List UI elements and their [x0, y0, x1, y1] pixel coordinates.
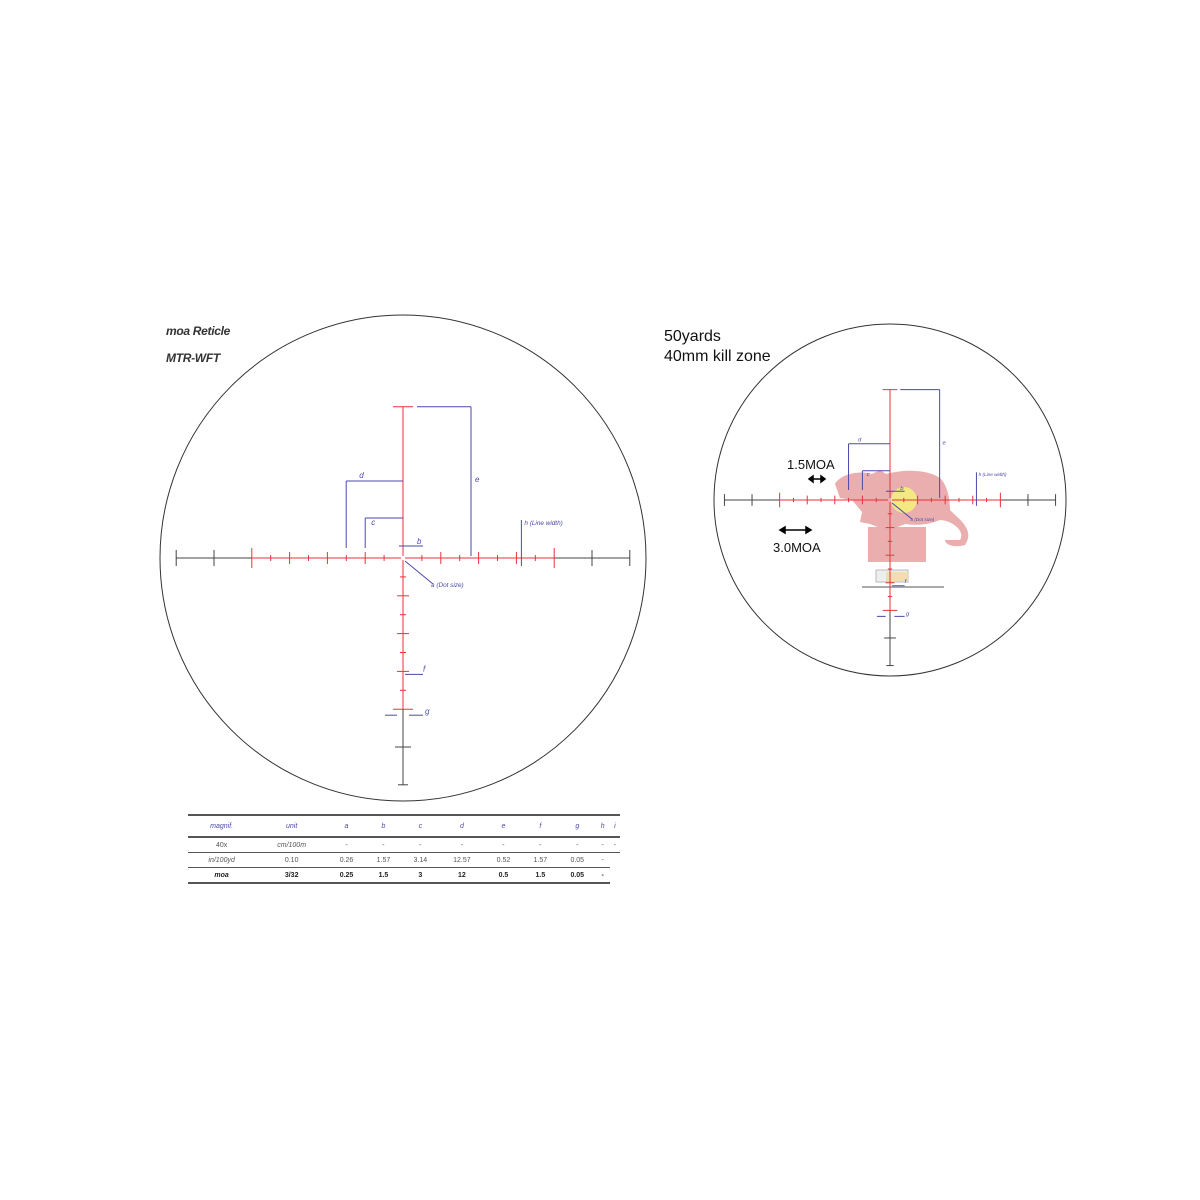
reticle-name: MTR-WFT [166, 351, 220, 365]
table-row: 40x cm/100m - - - - - - - - - [188, 837, 620, 853]
value-cell: 0.05 [558, 852, 596, 868]
target-base [862, 569, 944, 588]
value-cell: - [328, 837, 365, 853]
dim-label-h: h (Line width) [979, 472, 1007, 477]
distance-label: 50yards [664, 328, 721, 345]
dim-label-g: g [425, 707, 430, 716]
value-cell: - [558, 837, 596, 853]
table-header: i [609, 814, 620, 838]
value-cell: 0.26 [328, 852, 365, 868]
unit-cell: in/100yd [188, 852, 256, 868]
dim-label-h: h (Line width) [524, 520, 562, 527]
value-cell: 1.5 [521, 867, 559, 884]
value-cell: 12.57 [438, 852, 485, 868]
unit-cell: cm/100m [255, 837, 329, 853]
table-header: magnif. [188, 814, 256, 838]
dim-a-leader [404, 560, 434, 585]
table-header: d [438, 814, 485, 838]
dim-label-d: d [359, 471, 364, 480]
value-cell: 3/32 [255, 867, 329, 884]
moa-arrow-1-5 [807, 474, 827, 484]
dim-label-e: e [475, 475, 480, 484]
value-cell: 3.14 [401, 852, 439, 868]
unit-cell: moa [188, 867, 256, 884]
dim-label-d: d [858, 438, 862, 444]
value-cell: - [364, 837, 402, 853]
table-header: g [558, 814, 596, 838]
dim-label-c: c [867, 472, 870, 478]
dim-label-f: f [423, 664, 426, 673]
value-cell: 1.5 [364, 867, 402, 884]
value-cell: - [609, 837, 620, 853]
table-header: unit [255, 814, 329, 838]
dim-label-b: b [417, 537, 422, 546]
rat-target [835, 470, 969, 562]
value-cell: - [595, 837, 610, 853]
dim-a-leader [891, 502, 913, 520]
reticle-spec-table: magnif. unit a b c d e f g h i 40x cm/100m - - - - - - - - -… [188, 814, 620, 884]
value-cell: 0.10 [255, 852, 329, 868]
magnification-cell: 40x [188, 837, 256, 853]
dim-label-g: g [906, 611, 910, 617]
value-cell: - [401, 837, 439, 853]
moa-label-1-5: 1.5MOA [787, 457, 835, 472]
table-header: c [401, 814, 439, 838]
moa-label-3-0: 3.0MOA [773, 540, 821, 555]
table-header: e [484, 814, 522, 838]
dim-label-a: a (Dot size) [910, 517, 934, 522]
table-row: in/100yd 0.10 0.26 1.57 3.14 12.57 0.52 1.57 0.0… [188, 852, 620, 868]
value-cell: 12 [438, 867, 485, 884]
value-cell: 3 [401, 867, 439, 884]
table-header: b [364, 814, 402, 838]
table-header: h [595, 814, 610, 838]
reticle-unit-title: moa Reticle [166, 324, 231, 338]
value-cell: 0.25 [328, 867, 365, 884]
value-cell: 0.05 [558, 867, 596, 884]
value-cell: 1.57 [364, 852, 402, 868]
value-cell: - [521, 837, 559, 853]
dim-label-c: c [371, 518, 375, 527]
value-cell: 0.52 [484, 852, 522, 868]
moa-arrow-3-0 [778, 525, 813, 535]
value-cell: - [438, 837, 485, 853]
kill-zone-label: 40mm kill zone [664, 348, 771, 365]
value-cell: 1.57 [521, 852, 559, 868]
value-cell: - [595, 852, 610, 868]
right-scope-circle [713, 323, 1067, 677]
left-scope-circle [159, 314, 647, 802]
table-row: moa 3/32 0.25 1.5 3 12 0.5 1.5 0.05- [188, 867, 620, 884]
dim-label-b: b [900, 486, 904, 492]
dim-label-e: e [943, 441, 947, 447]
value-cell: 0.5 [484, 867, 522, 884]
value-cell: - [484, 837, 522, 853]
dim-label-f: f [905, 579, 908, 585]
table-header: f [521, 814, 559, 838]
value-cell: - [595, 867, 610, 884]
table-header: a [328, 814, 365, 838]
dim-label-a: a (Dot size) [431, 582, 464, 589]
